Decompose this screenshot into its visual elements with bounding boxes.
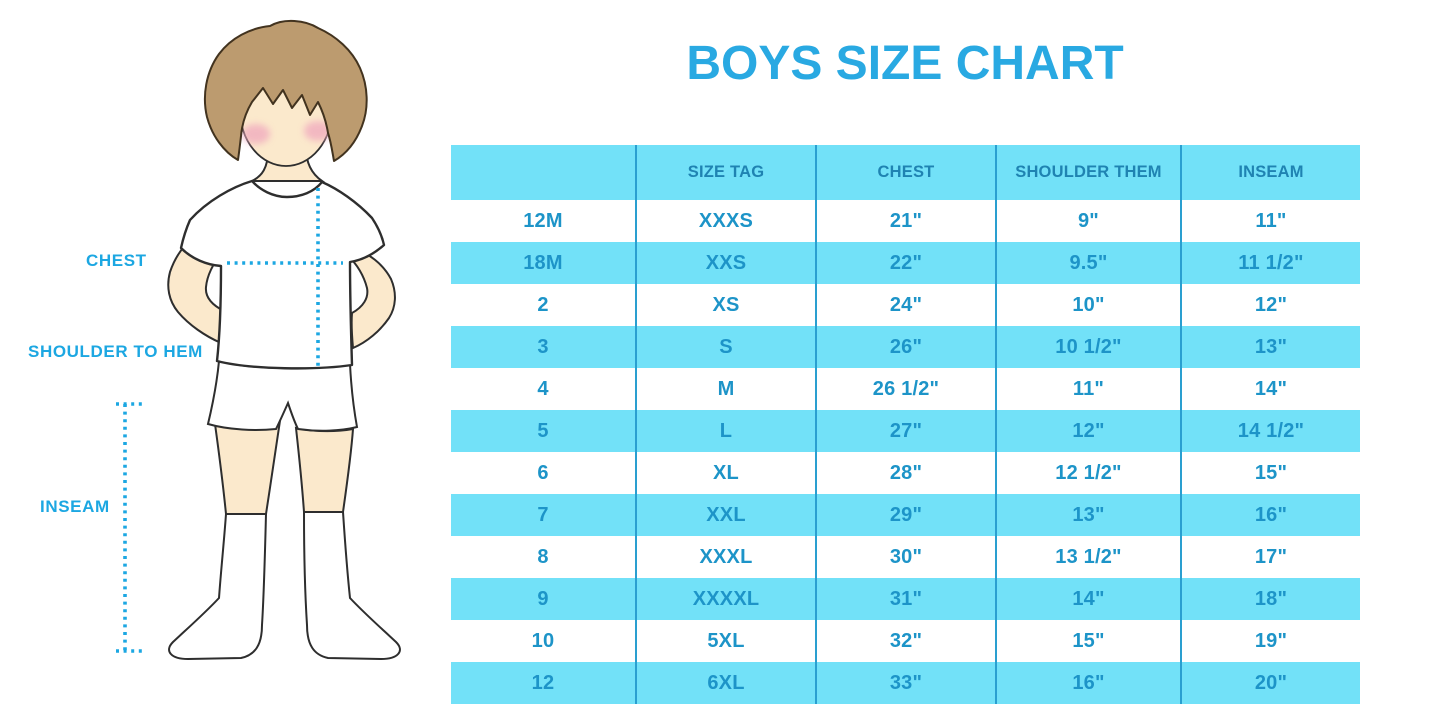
column-header: SHOULDER THEM (995, 145, 1180, 200)
table-cell: 5 (537, 419, 549, 442)
table-cell: 7 (537, 503, 549, 526)
right-sock (302, 511, 401, 661)
table-cell: 19" (1180, 620, 1360, 662)
table-cell: 6XL (635, 662, 815, 704)
table-cell: 16" (995, 662, 1180, 704)
table-cell: 20" (1180, 662, 1360, 704)
table-row: 2 XS 24" 10" 12" (451, 284, 1360, 326)
table-row: 12 6XL 33" 16" 20" (451, 662, 1360, 704)
table-cell: S (635, 326, 815, 368)
table-cell: 14" (1180, 368, 1360, 410)
table-row: 18M XXS 22" 9.5" 11 1/2" (451, 242, 1360, 284)
table-cell: XXS (635, 242, 815, 284)
table-cell: 9 (537, 587, 549, 610)
shorts (206, 359, 359, 432)
table-cell: XL (635, 452, 815, 494)
right-leg (294, 426, 355, 513)
table-cell: 16" (1180, 494, 1360, 536)
table-cell: 4 (537, 377, 549, 400)
table-header-row: SIZE TAG CHEST SHOULDER THEM INSEAM (451, 145, 1360, 200)
table-body: 12M XXXS 21" 9" 11" 18M XXS 22" 9.5" 11 1/2" 2 XS 24… (451, 200, 1360, 704)
table-cell: XXXL (635, 536, 815, 578)
table-cell: 13" (1180, 326, 1360, 368)
table-cell: 29" (815, 494, 995, 536)
table-cell: 3 (537, 335, 549, 358)
table-cell: 22" (815, 242, 995, 284)
table-cell: 11" (995, 368, 1180, 410)
table-cell: 9.5" (995, 242, 1180, 284)
table-cell: 32" (815, 620, 995, 662)
table-row: 10 5XL 32" 15" 19" (451, 620, 1360, 662)
right-arm (346, 246, 396, 350)
table-cell: 31" (815, 578, 995, 620)
table-cell: 10 (531, 629, 555, 652)
table-cell: XXXXL (635, 578, 815, 620)
table-cell: 10" (995, 284, 1180, 326)
table-cell: 2 (537, 293, 549, 316)
table-cell: 13 1/2" (995, 536, 1180, 578)
table-cell: 6 (537, 461, 549, 484)
table-cell: 14 1/2" (1180, 410, 1360, 452)
table-cell: 15" (1180, 452, 1360, 494)
table-row: 3 S 26" 10 1/2" 13" (451, 326, 1360, 368)
table-cell: 21" (815, 200, 995, 242)
shoulder-to-hem-label: SHOULDER TO HEM (28, 342, 203, 361)
table-cell: 26 1/2" (815, 368, 995, 410)
table-cell: 15" (995, 620, 1180, 662)
table-cell: 26" (815, 326, 995, 368)
t-shirt (179, 179, 386, 370)
column-header: INSEAM (1180, 145, 1360, 200)
left-sock (168, 513, 268, 661)
table-row: 12M XXXS 21" 9" 11" (451, 200, 1360, 242)
table-cell: 17" (1180, 536, 1360, 578)
table-cell: 9" (995, 200, 1180, 242)
table-cell: 12" (1180, 284, 1360, 326)
table-row: 8 XXXL 30" 13 1/2" 17" (451, 536, 1360, 578)
table-row: 5 L 27" 12" 14 1/2" (451, 410, 1360, 452)
boy-illustration: CHEST SHOULDER TO HEM INSEAM (0, 0, 450, 723)
table-cell: M (635, 368, 815, 410)
table-cell: XXL (635, 494, 815, 536)
table-cell: 10 1/2" (995, 326, 1180, 368)
left-blush (242, 124, 270, 144)
right-blush (304, 121, 332, 141)
page-title: BOYS SIZE CHART (686, 37, 1124, 90)
boy-figure-drawing (116, 20, 401, 661)
table-cell: 14" (995, 578, 1180, 620)
size-table: SIZE TAG CHEST SHOULDER THEM INSEAM 12M XXXS… (451, 145, 1360, 704)
table-cell: 33" (815, 662, 995, 704)
table-cell: 11 1/2" (1180, 242, 1360, 284)
table-cell: XXXS (635, 200, 815, 242)
hair (204, 20, 368, 162)
table-cell: 24" (815, 284, 995, 326)
table-cell: 30" (815, 536, 995, 578)
table-cell: 12 1/2" (995, 452, 1180, 494)
inseam-label: INSEAM (40, 497, 110, 516)
table-cell: L (635, 410, 815, 452)
table-row: 6 XL 28" 12 1/2" 15" (451, 452, 1360, 494)
column-header: CHEST (815, 145, 995, 200)
table-cell: 12 (531, 671, 555, 694)
table-cell: 13" (995, 494, 1180, 536)
table-cell: 11" (1180, 200, 1360, 242)
table-cell: 27" (815, 410, 995, 452)
table-cell: 5XL (635, 620, 815, 662)
table-cell: 8 (537, 545, 549, 568)
table-cell: 18M (523, 251, 563, 274)
table-row: 4 M 26 1/2" 11" 14" (451, 368, 1360, 410)
chest-label: CHEST (86, 251, 147, 270)
table-cell: 12M (523, 209, 563, 232)
table-cell: XS (635, 284, 815, 326)
table-cell: 18" (1180, 578, 1360, 620)
table-row: 9 XXXXL 31" 14" 18" (451, 578, 1360, 620)
table-row: 7 XXL 29" 13" 16" (451, 494, 1360, 536)
column-header: SIZE TAG (635, 145, 815, 200)
table-cell: 12" (995, 410, 1180, 452)
table-cell: 28" (815, 452, 995, 494)
column-header (451, 145, 635, 200)
